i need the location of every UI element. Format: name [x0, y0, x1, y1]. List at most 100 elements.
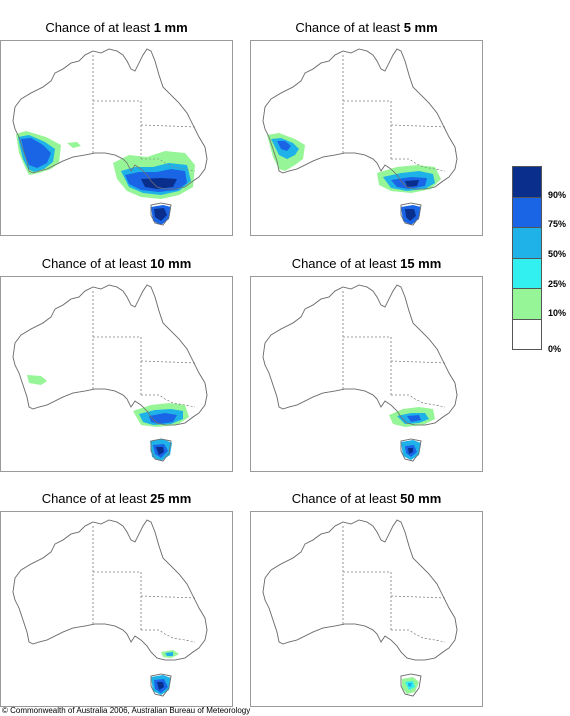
state-border: [391, 629, 446, 643]
title-amount: 5 mm: [403, 20, 438, 35]
coastline: [12, 284, 208, 426]
title-prefix: Chance of at least: [41, 491, 151, 506]
state-border: [140, 595, 198, 599]
state-border: [391, 394, 446, 408]
title-amount: 10 mm: [150, 256, 192, 271]
coastline: [262, 519, 458, 661]
panel-title-50mm: Chance of at least 50 mm: [250, 491, 483, 507]
coastline: [12, 519, 208, 661]
region-tas-50: [408, 683, 412, 687]
map-panel-1mm: [0, 40, 233, 236]
australia-map-1mm: [12, 48, 208, 226]
rain-regions: [389, 407, 435, 460]
state-border: [390, 124, 448, 128]
region-se-75: [149, 413, 177, 424]
tasmania-outline: [150, 202, 172, 226]
title-prefix: Chance of at least: [41, 256, 151, 271]
coastline: [262, 48, 458, 190]
legend-swatch-0: [512, 319, 542, 350]
legend-swatch-75: [512, 197, 542, 228]
australia-outline: [262, 284, 458, 462]
australia-outline: [262, 519, 458, 697]
legend-label-0: 0%: [548, 344, 562, 354]
australia-map-50mm: [262, 519, 458, 697]
title-amount: 1 mm: [153, 20, 188, 35]
australia-outline: [12, 519, 208, 697]
coastline: [262, 284, 458, 426]
coastline: [262, 519, 458, 661]
title-prefix: Chance of at least: [45, 20, 154, 35]
map-panel-10mm: [0, 276, 233, 472]
coastline: [12, 519, 208, 661]
legend-swatch-90: [512, 166, 542, 198]
legend-label-25: 25%: [548, 279, 567, 289]
state-border: [390, 360, 448, 364]
outline-overlay: [12, 48, 208, 226]
panel-title-25mm: Chance of at least 25 mm: [0, 491, 233, 507]
panel-title-5mm: Chance of at least 5 mm: [250, 20, 483, 36]
panel-title-15mm: Chance of at least 15 mm: [250, 256, 483, 272]
region-tas-90: [154, 208, 167, 221]
region-se-75: [407, 415, 421, 422]
title-amount: 50 mm: [400, 491, 442, 506]
region-sw-wa-75: [21, 138, 51, 168]
state-border: [141, 158, 196, 172]
map-panel-15mm: [250, 276, 483, 472]
tasmania-outline: [400, 202, 422, 226]
coastline: [12, 284, 208, 426]
state-border: [141, 629, 196, 643]
coastline: [12, 48, 208, 190]
rain-regions: [27, 375, 189, 461]
title-prefix: Chance of at least: [291, 256, 401, 271]
rain-regions: [402, 677, 419, 694]
rain-regions: [151, 650, 179, 695]
state-border: [140, 124, 198, 128]
legend-label-90: 90%: [548, 190, 567, 200]
tasmania-outline: [400, 438, 422, 462]
legend-label-50: 50%: [548, 249, 567, 259]
legend-swatch-25: [512, 258, 542, 289]
title-amount: 15 mm: [400, 256, 442, 271]
rain-regions: [267, 133, 441, 225]
state-border: [140, 360, 198, 364]
panel-title-10mm: Chance of at least 10 mm: [0, 256, 233, 272]
region-se-90: [141, 178, 177, 189]
region-sw-wa-75: [277, 141, 291, 151]
outline-overlay: [12, 519, 208, 697]
title-prefix: Chance of at least: [291, 491, 401, 506]
probability-legend: 90% 75% 50% 25% 10% 0%: [512, 166, 566, 354]
state-border: [390, 595, 448, 599]
region-sw-wa-10: [27, 375, 47, 385]
legend-swatch-50: [512, 228, 542, 259]
title-prefix: Chance of at least: [295, 20, 404, 35]
outline-overlay: [12, 284, 208, 462]
australia-map-5mm: [262, 48, 458, 226]
legend-label-75: 75%: [548, 219, 567, 229]
australia-map-25mm: [12, 519, 208, 697]
map-panel-25mm: [0, 511, 233, 707]
region-se-90: [405, 180, 419, 187]
title-amount: 25 mm: [150, 491, 192, 506]
outline-overlay: [262, 519, 458, 697]
australia-outline: [262, 48, 458, 226]
tasmania-outline: [400, 673, 422, 697]
outline-overlay: [262, 48, 458, 226]
copyright-notice: © Commonwealth of Australia 2006, Austra…: [2, 706, 251, 715]
panel-title-1mm: Chance of at least 1 mm: [0, 20, 233, 36]
region-tas-90: [405, 209, 416, 221]
region-tas-90: [156, 447, 164, 455]
region-se-50: [165, 652, 173, 656]
tasmania-outline: [150, 438, 172, 462]
region-tas-90: [157, 682, 164, 690]
region-tas-90: [408, 448, 413, 454]
map-panel-50mm: [250, 511, 483, 707]
map-panel-5mm: [250, 40, 483, 236]
tasmania-outline: [150, 673, 172, 697]
legend-label-10: 10%: [548, 308, 567, 318]
state-border: [141, 394, 196, 408]
australia-outline: [12, 284, 208, 462]
outline-overlay: [262, 284, 458, 462]
australia-map-10mm: [12, 284, 208, 462]
australia-map-15mm: [262, 284, 458, 462]
coastline: [262, 284, 458, 426]
